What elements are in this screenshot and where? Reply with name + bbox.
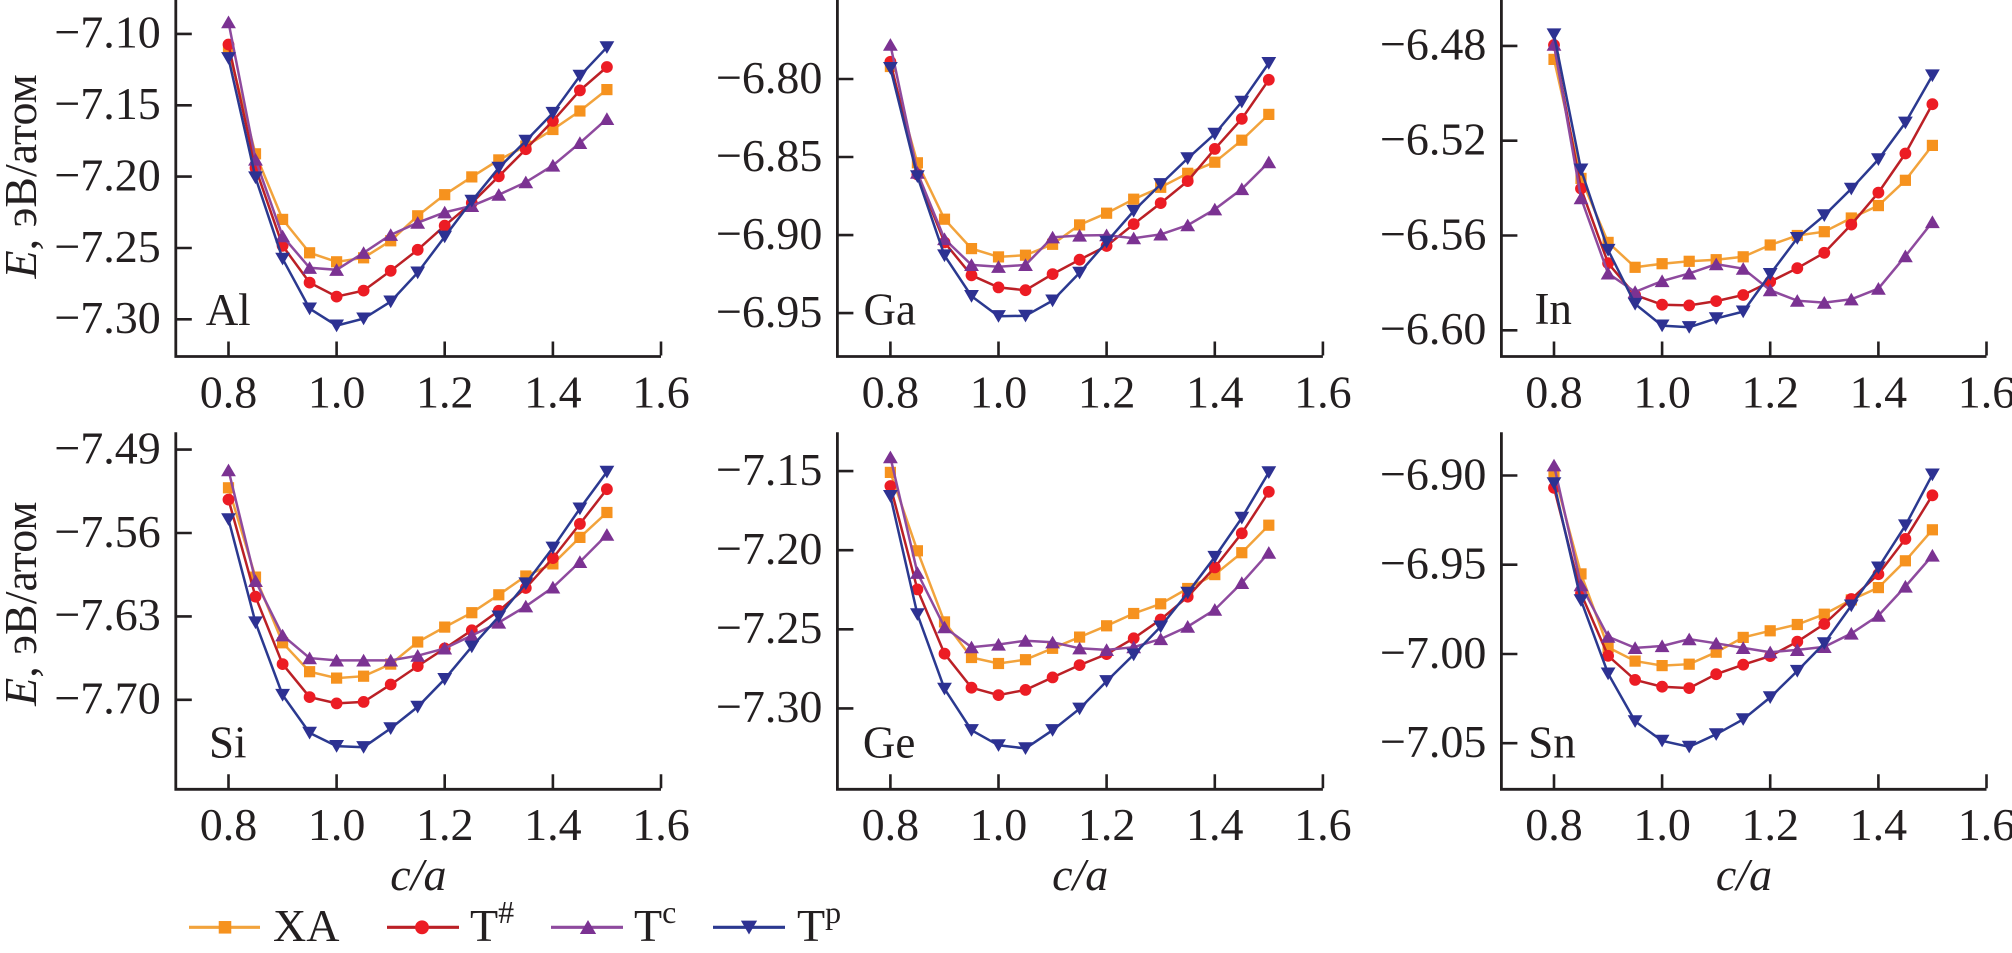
svg-text:−7.70: −7.70 [54,673,160,724]
svg-text:−6.95: −6.95 [1380,538,1486,589]
svg-text:E, эВ/атом: E, эВ/атом [0,74,46,279]
svg-text:−7.30: −7.30 [716,681,822,732]
svg-text:0.8: 0.8 [862,799,920,850]
svg-text:−6.56: −6.56 [1380,208,1486,259]
svg-text:c/a: c/a [1052,849,1108,900]
svg-text:1.2: 1.2 [416,799,474,850]
svg-text:1.4: 1.4 [524,799,582,850]
svg-text:1.6: 1.6 [632,799,690,850]
svg-text:c/a: c/a [390,849,446,900]
svg-text:1.6: 1.6 [1958,366,2012,417]
svg-text:In: In [1534,284,1572,334]
svg-text:1.2: 1.2 [1078,799,1136,850]
svg-text:0.8: 0.8 [200,366,258,417]
svg-text:Sn: Sn [1528,718,1576,768]
svg-text:1.6: 1.6 [632,366,690,417]
svg-text:−7.56: −7.56 [54,506,160,557]
svg-text:−6.90: −6.90 [1380,448,1486,499]
svg-text:1.4: 1.4 [1186,799,1244,850]
svg-text:1.6: 1.6 [1294,366,1352,417]
svg-text:E, эВ/атом: E, эВ/атом [0,502,46,707]
svg-text:Si: Si [209,718,247,768]
svg-text:−6.60: −6.60 [1380,303,1486,354]
svg-text:1.2: 1.2 [416,366,474,417]
svg-text:1.0: 1.0 [970,366,1028,417]
svg-text:0.8: 0.8 [862,366,920,417]
svg-text:XA: XA [273,900,339,951]
svg-text:Al: Al [206,285,251,335]
svg-text:1.4: 1.4 [1186,366,1244,417]
svg-text:1.4: 1.4 [1850,799,1908,850]
svg-text:1.2: 1.2 [1741,799,1799,850]
svg-text:1.2: 1.2 [1078,366,1136,417]
svg-text:1.4: 1.4 [1850,366,1908,417]
svg-text:0.8: 0.8 [200,799,258,850]
svg-text:1.0: 1.0 [1633,799,1691,850]
svg-text:Ge: Ge [863,717,915,767]
svg-text:−7.49: −7.49 [54,422,160,473]
svg-text:1.0: 1.0 [308,366,366,417]
svg-text:1.0: 1.0 [308,799,366,850]
svg-text:−7.15: −7.15 [54,78,160,129]
svg-text:−6.85: −6.85 [716,130,822,181]
svg-text:1.6: 1.6 [1294,799,1352,850]
svg-text:−7.20: −7.20 [716,523,822,574]
svg-text:−7.25: −7.25 [54,221,160,272]
svg-text:−6.48: −6.48 [1380,19,1486,70]
svg-text:Tp: Tp [797,894,841,951]
svg-text:Ga: Ga [863,284,915,334]
svg-text:−7.25: −7.25 [716,602,822,653]
svg-text:−7.30: −7.30 [54,292,160,343]
svg-text:−7.10: −7.10 [54,7,160,58]
svg-text:−6.52: −6.52 [1380,114,1486,165]
svg-text:0.8: 0.8 [1525,366,1583,417]
svg-text:−6.80: −6.80 [716,52,822,103]
svg-text:1.0: 1.0 [1633,366,1691,417]
svg-text:−7.00: −7.00 [1380,627,1486,678]
svg-text:−6.90: −6.90 [716,208,822,259]
svg-text:0.8: 0.8 [1525,799,1583,850]
svg-text:c/a: c/a [1716,849,1772,900]
svg-text:−7.15: −7.15 [716,444,822,495]
svg-text:−7.63: −7.63 [54,589,160,640]
svg-text:−7.20: −7.20 [54,149,160,200]
svg-text:1.6: 1.6 [1958,799,2012,850]
svg-text:−7.05: −7.05 [1380,716,1486,767]
svg-text:1.2: 1.2 [1741,366,1799,417]
svg-text:1.4: 1.4 [524,366,582,417]
svg-text:−6.95: −6.95 [716,286,822,337]
svg-text:1.0: 1.0 [970,799,1028,850]
